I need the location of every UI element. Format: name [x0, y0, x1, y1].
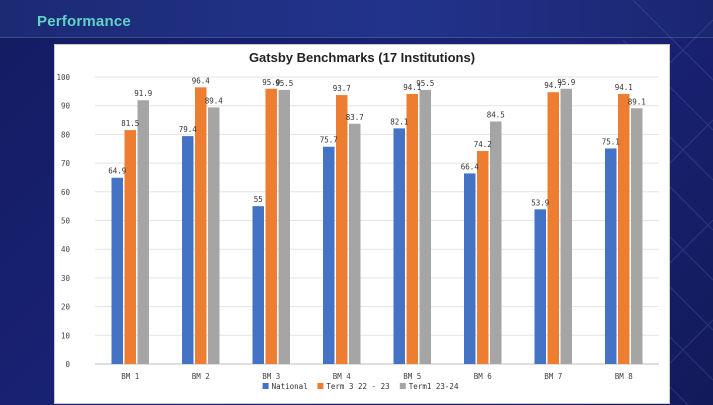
legend-item: National [262, 382, 308, 391]
legend-label: Term 3 22 - 23 [326, 382, 389, 391]
page-title: Performance [37, 13, 131, 30]
header-band [0, 0, 713, 38]
bar [631, 108, 643, 364]
data-label: 64.9 [108, 167, 126, 176]
y-tick-label: 40 [61, 245, 71, 254]
bar [137, 100, 149, 364]
bar [182, 136, 194, 364]
chart-title: Gatsby Benchmarks (17 Institutions) [249, 50, 475, 65]
bar [278, 89, 290, 364]
legend-swatch [317, 383, 324, 389]
data-label: 96.4 [192, 76, 211, 85]
bar [265, 88, 277, 364]
bar [618, 93, 630, 365]
legend-label: National [272, 382, 308, 391]
data-label: 94.7 [544, 81, 562, 90]
x-tick-label: BM 6 [474, 372, 493, 381]
x-tick-label: BM 3 [262, 372, 280, 381]
legend-item: Term1 23-24 [399, 382, 459, 391]
bar [464, 173, 476, 364]
data-label: 75.7 [320, 136, 338, 145]
data-label: 93.7 [333, 84, 351, 93]
x-tick-label: BM 4 [333, 372, 352, 381]
bar [406, 93, 418, 365]
data-label: 55 [254, 195, 263, 204]
y-tick-label: 80 [61, 130, 71, 139]
bar [393, 128, 405, 364]
y-tick-label: 0 [65, 360, 70, 369]
data-label: 83.7 [346, 113, 364, 122]
x-tick-label: BM 1 [121, 372, 139, 381]
y-tick-label: 100 [56, 73, 70, 82]
legend-swatch [399, 383, 406, 389]
legend-item: Term 3 22 - 23 [317, 382, 390, 391]
bar [195, 87, 207, 364]
data-label: 95.9 [262, 78, 280, 87]
legend-swatch [262, 383, 269, 389]
data-label: 94.1 [403, 83, 421, 92]
data-label: 91.9 [134, 89, 152, 98]
bar [349, 123, 361, 364]
bar [477, 151, 489, 364]
bar [547, 92, 559, 364]
data-label: 82.1 [390, 117, 408, 126]
y-tick-label: 60 [61, 188, 71, 197]
data-label: 84.5 [487, 110, 505, 119]
bar [252, 206, 264, 364]
x-tick-label: BM 5 [403, 372, 421, 381]
data-label: 66.4 [461, 162, 480, 171]
y-tick-label: 30 [61, 274, 71, 283]
x-tick-label: BM 7 [544, 372, 562, 381]
data-label: 95.5 [275, 79, 293, 88]
bar [534, 209, 546, 364]
data-label: 75.1 [602, 137, 620, 146]
x-tick-label: BM 8 [615, 372, 634, 381]
y-tick-label: 90 [61, 102, 71, 111]
bar-chart: Gatsby Benchmarks (17 Institutions) 64.9… [56, 50, 659, 391]
legend-label: Term1 23-24 [409, 382, 459, 391]
data-label: 89.4 [205, 96, 224, 105]
data-label: 81.5 [121, 119, 139, 128]
data-label: 95.9 [557, 78, 575, 87]
bar [124, 130, 136, 364]
x-tick-label: BM 2 [192, 372, 210, 381]
bar [560, 88, 572, 364]
y-tick-label: 20 [61, 303, 71, 312]
bar [419, 89, 431, 364]
y-tick-label: 10 [61, 331, 71, 340]
bar [208, 107, 220, 364]
bar [323, 146, 335, 364]
chart-panel: Gatsby Benchmarks (17 Institutions) 64.9… [54, 44, 670, 404]
data-label: 89.1 [628, 97, 646, 106]
data-label: 79.4 [179, 125, 198, 134]
bar [336, 95, 348, 365]
data-label: 74.2 [474, 140, 492, 149]
bar [490, 121, 502, 364]
data-label: 53.9 [531, 198, 549, 207]
data-label: 95.5 [416, 79, 434, 88]
data-label: 94.1 [615, 83, 633, 92]
y-tick-label: 70 [61, 159, 71, 168]
bar [605, 148, 617, 364]
y-tick-label: 50 [61, 217, 71, 226]
bar [111, 177, 123, 364]
